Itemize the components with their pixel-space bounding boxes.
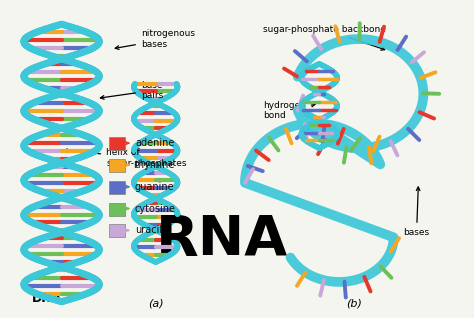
Text: bases: bases	[403, 187, 429, 237]
Text: (a): (a)	[148, 299, 164, 309]
Bar	[109, 203, 125, 216]
Text: base
pairs: base pairs	[100, 81, 163, 100]
Text: guanine: guanine	[135, 182, 174, 192]
Text: cytosine: cytosine	[135, 204, 176, 214]
Text: RNA: RNA	[156, 213, 288, 267]
Text: sugar-phosphate backbone: sugar-phosphate backbone	[263, 24, 386, 50]
Bar	[109, 159, 125, 172]
Text: adenine: adenine	[135, 138, 174, 148]
Text: DNA: DNA	[32, 292, 62, 305]
Text: thymine: thymine	[135, 160, 175, 170]
Text: nitrogenous
bases: nitrogenous bases	[115, 29, 195, 49]
Bar	[109, 181, 125, 194]
Text: helix of
sugar-phosphates: helix of sugar-phosphates	[64, 148, 187, 168]
Text: uracil: uracil	[135, 225, 162, 235]
Bar	[109, 137, 125, 150]
Bar	[109, 225, 125, 237]
Text: (b): (b)	[346, 299, 362, 309]
Text: hydrogen
bond: hydrogen bond	[263, 101, 315, 120]
